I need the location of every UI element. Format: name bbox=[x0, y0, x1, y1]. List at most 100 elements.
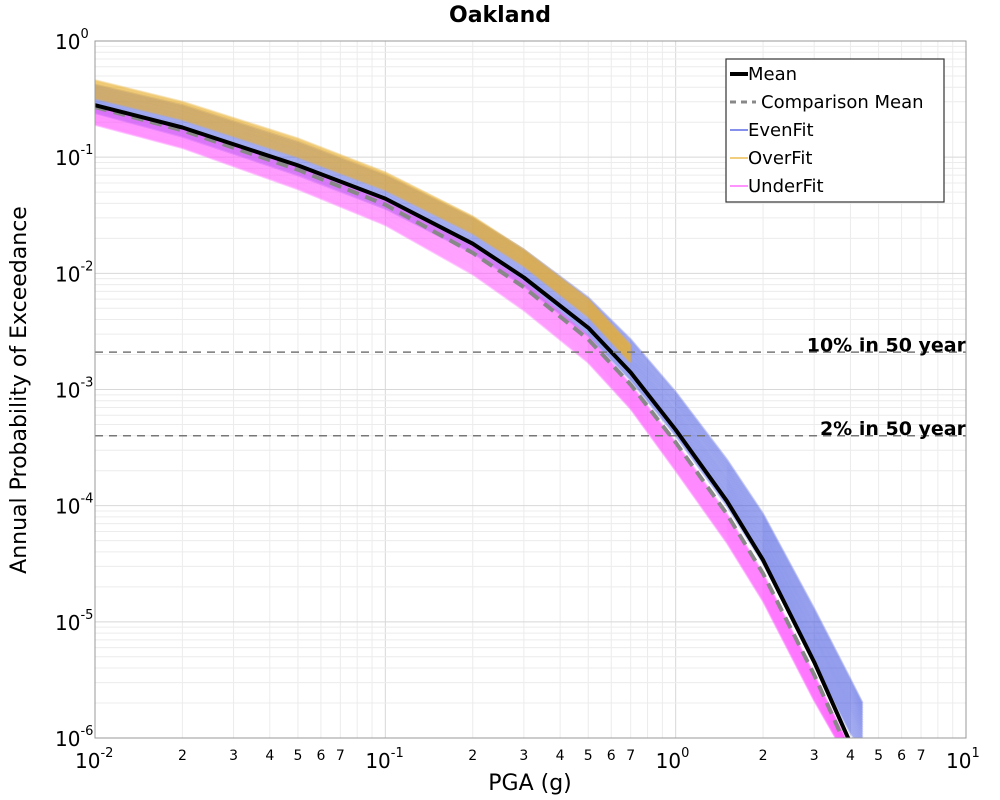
band-curve bbox=[95, 115, 842, 738]
x-minor-tick-label: 5 bbox=[584, 748, 593, 764]
x-axis-label: PGA (g) bbox=[488, 771, 572, 796]
x-minor-tick-label: 3 bbox=[810, 748, 819, 764]
band-curve bbox=[95, 87, 632, 355]
band-curve bbox=[95, 119, 840, 738]
plot-frame bbox=[94, 40, 967, 739]
band-curve bbox=[95, 94, 632, 361]
band-curve bbox=[95, 96, 864, 725]
band-curve bbox=[95, 96, 632, 363]
band-curve bbox=[95, 111, 844, 738]
grid bbox=[94, 41, 966, 739]
band-curve bbox=[95, 110, 844, 738]
band-curve bbox=[95, 123, 837, 738]
y-tick-label: 10-1 bbox=[55, 143, 93, 170]
y-axis-label: Annual Probability of Exceedance bbox=[7, 206, 32, 574]
band-curve bbox=[95, 90, 632, 358]
band-curve bbox=[95, 99, 864, 730]
reference-line-label: 2% in 50 year bbox=[820, 418, 967, 440]
band-curve bbox=[95, 83, 632, 351]
x-minor-tick-label: 6 bbox=[607, 748, 616, 764]
x-minor-tick-label: 2 bbox=[759, 748, 768, 764]
y-tick-label: 10-2 bbox=[55, 259, 93, 286]
legend-label: OverFit bbox=[748, 148, 812, 169]
band-curve bbox=[95, 109, 844, 738]
chart-title: Oakland bbox=[449, 3, 551, 28]
x-minor-tick-label: 4 bbox=[265, 748, 274, 764]
band-curve bbox=[95, 92, 632, 359]
band-curve bbox=[95, 100, 864, 731]
band-curve bbox=[95, 81, 632, 349]
x-minor-tick-label: 7 bbox=[626, 748, 635, 764]
band-overfit bbox=[95, 79, 632, 364]
band-curve bbox=[95, 85, 632, 353]
x-minor-tick-label: 2 bbox=[178, 748, 187, 764]
x-tick-label: 101 bbox=[946, 746, 980, 773]
band-curve bbox=[95, 92, 632, 359]
band-curve bbox=[95, 96, 632, 363]
y-tick-label: 100 bbox=[55, 27, 89, 54]
band-curve bbox=[95, 122, 838, 738]
band-curve bbox=[95, 87, 632, 354]
band-curve bbox=[95, 97, 864, 726]
band-curve bbox=[95, 93, 864, 719]
band-curve bbox=[95, 117, 841, 738]
band-curve bbox=[95, 85, 864, 708]
legend-label: EvenFit bbox=[748, 120, 814, 141]
band-curve bbox=[95, 113, 843, 738]
band-curve bbox=[95, 89, 864, 714]
band-curve bbox=[95, 89, 632, 356]
band-curve bbox=[95, 92, 864, 718]
reference-lines: 10% in 50 year 2% in 50 year bbox=[95, 335, 967, 440]
x-tick-label: 10-2 bbox=[75, 746, 113, 773]
y-tick-label: 10-4 bbox=[55, 492, 93, 519]
x-minor-tick-label: 7 bbox=[336, 748, 345, 764]
legend-label: UnderFit bbox=[748, 176, 824, 197]
x-minor-tick-label: 3 bbox=[519, 748, 528, 764]
y-tick-label: 10-6 bbox=[55, 724, 93, 751]
band-evenfit bbox=[95, 83, 864, 738]
band-curve bbox=[95, 112, 843, 738]
band-curve bbox=[95, 91, 864, 716]
x-minor-tick-label: 7 bbox=[917, 748, 926, 764]
y-tick-label: 10-5 bbox=[55, 608, 93, 635]
x-tick-label: 100 bbox=[656, 746, 690, 773]
series-lines bbox=[95, 103, 851, 738]
band-curve bbox=[95, 88, 864, 713]
x-minor-tick-label: 6 bbox=[316, 748, 325, 764]
band-curve bbox=[95, 85, 632, 352]
y-axis-ticks: 100 10-1 10-2 10-3 10-4 10-5 10-6 bbox=[55, 27, 93, 751]
band-curve bbox=[95, 83, 632, 350]
band-curve bbox=[95, 81, 632, 349]
band-curve bbox=[95, 98, 864, 728]
band-curve bbox=[95, 114, 842, 738]
band-curve bbox=[95, 101, 864, 733]
reference-line-label: 10% in 50 year bbox=[807, 335, 967, 357]
band-curve bbox=[95, 87, 864, 711]
band-curve bbox=[95, 86, 864, 709]
band-curve bbox=[95, 120, 839, 738]
legend: Mean Comparison Mean EvenFit OverFit UnderFi… bbox=[725, 58, 945, 203]
band-curve bbox=[95, 80, 632, 348]
x-minor-tick-label: 5 bbox=[293, 748, 302, 764]
x-minor-tick-label: 2 bbox=[468, 748, 477, 764]
legend-label: Comparison Mean bbox=[761, 92, 924, 113]
y-tick-label: 10-3 bbox=[55, 376, 93, 403]
band-curve bbox=[95, 93, 632, 360]
band-curve bbox=[95, 86, 632, 354]
band-curve bbox=[95, 82, 632, 350]
legend-box bbox=[725, 58, 945, 203]
band-curve bbox=[95, 79, 632, 347]
legend-label: Mean bbox=[748, 64, 797, 85]
band-curve bbox=[95, 94, 632, 361]
x-minor-tick-label: 5 bbox=[874, 748, 883, 764]
series-bands bbox=[95, 79, 864, 738]
band-curve bbox=[95, 95, 632, 362]
band-curve bbox=[95, 123, 838, 738]
series-line-comparison-mean bbox=[95, 105, 845, 738]
band-curve bbox=[95, 118, 840, 738]
x-minor-tick-label: 3 bbox=[229, 748, 238, 764]
band-curve bbox=[95, 84, 632, 352]
band-curve bbox=[95, 88, 632, 356]
